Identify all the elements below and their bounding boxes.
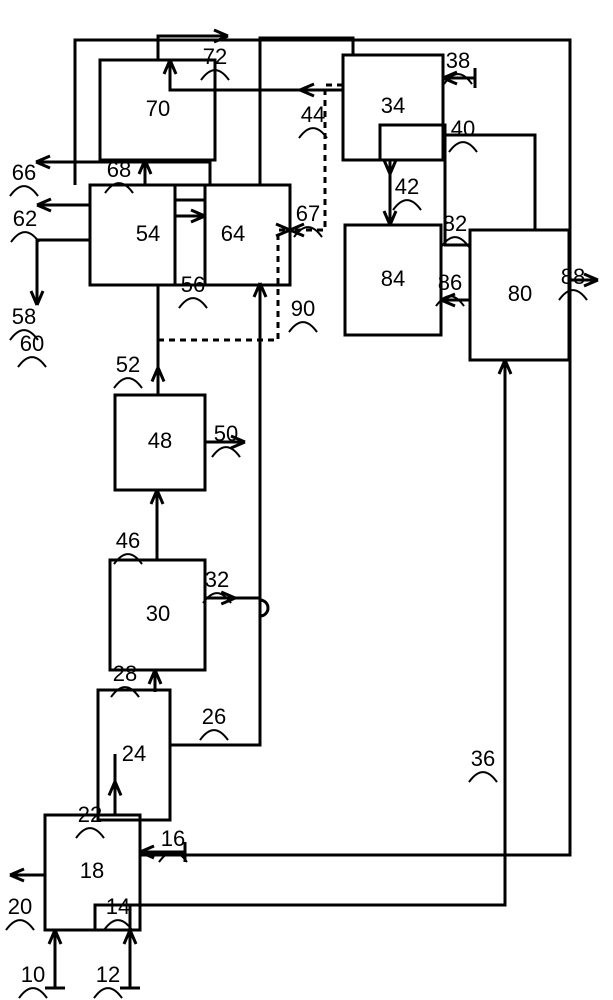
label-68: 68 [107, 157, 131, 182]
label-86: 86 [438, 270, 462, 295]
label-70: 70 [146, 96, 170, 121]
label-48: 48 [148, 428, 172, 453]
leader [212, 447, 240, 457]
label-32: 32 [205, 567, 229, 592]
conn-p44 [170, 60, 343, 90]
leader [289, 322, 317, 332]
leader [11, 232, 39, 242]
conn-p36 [130, 360, 505, 905]
conn-p58 [37, 240, 90, 305]
leader [18, 357, 46, 367]
leader [76, 828, 104, 838]
leader [449, 142, 477, 152]
label-22: 22 [78, 802, 102, 827]
label-54: 54 [136, 221, 160, 246]
label-50: 50 [214, 421, 238, 446]
label-90: 90 [291, 296, 315, 321]
label-56: 56 [181, 272, 205, 297]
conn-p56 [175, 200, 205, 260]
label-28: 28 [113, 661, 137, 686]
label-40: 40 [451, 116, 475, 141]
label-58: 58 [12, 304, 36, 329]
label-72: 72 [203, 44, 227, 69]
label-82: 82 [443, 211, 467, 236]
leader [94, 988, 122, 998]
label-12: 12 [96, 962, 120, 987]
label-26: 26 [202, 704, 226, 729]
label-42: 42 [395, 174, 419, 199]
leader [469, 772, 497, 782]
label-10: 10 [21, 962, 45, 987]
label-46: 46 [116, 528, 140, 553]
leader [559, 290, 587, 300]
leader [299, 128, 327, 138]
leader [179, 298, 207, 308]
label-30: 30 [146, 601, 170, 626]
leader [393, 200, 421, 210]
label-34: 34 [381, 93, 405, 118]
label-20: 20 [8, 894, 32, 919]
label-80: 80 [508, 281, 532, 306]
leader [19, 988, 47, 998]
label-88: 88 [561, 264, 585, 289]
label-44: 44 [301, 102, 325, 127]
leader [114, 378, 142, 388]
label-52: 52 [116, 352, 140, 377]
leader [6, 920, 34, 930]
conn-p26 [170, 283, 260, 745]
leader [10, 186, 38, 196]
label-36: 36 [471, 746, 495, 771]
label-84: 84 [381, 266, 405, 291]
label-62: 62 [13, 206, 37, 231]
label-64: 64 [221, 221, 245, 246]
label-16: 16 [161, 826, 185, 851]
label-67: 67 [296, 201, 320, 226]
label-14: 14 [106, 894, 130, 919]
label-18: 18 [80, 858, 104, 883]
label-60: 60 [20, 331, 44, 356]
label-24: 24 [122, 741, 146, 766]
label-66: 66 [12, 160, 36, 185]
leader [200, 730, 228, 740]
diagram-canvas: 18 24 30 48 54 64 70 34 84 80 10 12 14 16 20 22 26 28 32 36… [0, 0, 613, 1000]
label-38: 38 [446, 48, 470, 73]
